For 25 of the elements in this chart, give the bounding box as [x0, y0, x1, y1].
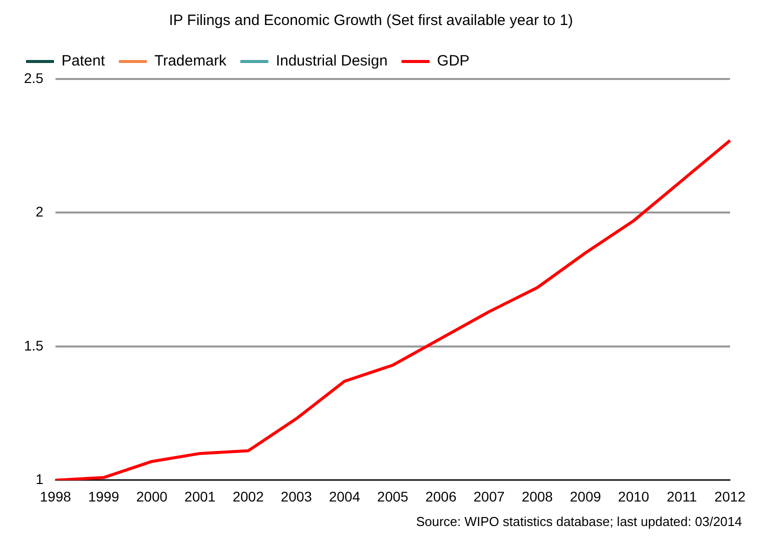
x-tick-label: 1999 — [88, 488, 120, 504]
x-tick-label: 2001 — [184, 488, 216, 504]
x-tick-label: 2008 — [522, 488, 554, 504]
x-tick-label: 1998 — [40, 488, 72, 504]
source-note: Source: WIPO statistics database; last updated: 03/2014 — [416, 514, 742, 530]
x-tick-label: 2012 — [714, 488, 746, 504]
legend-label: Industrial Design — [276, 52, 388, 70]
y-tick-label: 2 — [36, 204, 44, 220]
legend-label: Trademark — [154, 52, 227, 70]
x-tick-label: 2011 — [666, 488, 698, 504]
chart-title: IP Filings and Economic Growth (Set first available year to 1) — [168, 12, 574, 30]
x-tick-label: 2000 — [136, 488, 168, 504]
x-tick-label: 2004 — [328, 488, 360, 504]
legend-label: Patent — [62, 52, 106, 70]
y-tick-label: 1.5 — [24, 337, 44, 354]
x-tick-label: 2005 — [377, 488, 409, 504]
x-tick-label: 2003 — [280, 488, 312, 504]
legend-label: GDP — [437, 52, 470, 70]
x-tick-label: 2007 — [474, 488, 505, 504]
y-tick-label: 1 — [36, 471, 44, 488]
x-tick-label: 2006 — [425, 488, 457, 504]
y-tick-label: 2.5 — [24, 70, 44, 86]
x-tick-label: 2002 — [232, 488, 264, 504]
x-tick-label: 2010 — [618, 488, 650, 504]
x-tick-label: 2009 — [570, 488, 602, 504]
